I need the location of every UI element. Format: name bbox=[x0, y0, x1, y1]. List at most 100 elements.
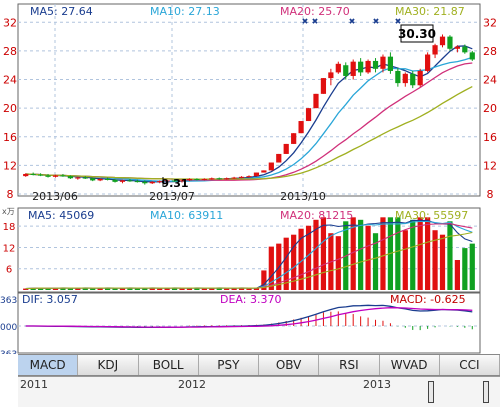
navigator-left-handle[interactable] bbox=[428, 381, 434, 403]
volume-bar bbox=[268, 246, 274, 290]
candle-body bbox=[447, 36, 453, 49]
tab-cci[interactable]: CCI bbox=[439, 355, 500, 375]
macd-tick: 363 bbox=[0, 350, 17, 354]
candle-body bbox=[171, 180, 178, 182]
candle-body bbox=[313, 93, 319, 109]
volume-bar bbox=[417, 217, 423, 290]
volume-bar bbox=[119, 288, 126, 290]
candle-body bbox=[380, 56, 386, 69]
tab-kdj[interactable]: KDJ bbox=[78, 355, 139, 375]
volume-bar bbox=[90, 288, 96, 290]
tab-psy[interactable]: PSY bbox=[198, 355, 259, 375]
volume-bar bbox=[358, 219, 364, 290]
candle-body bbox=[417, 70, 423, 86]
price-legend: MA5: 27.64 MA10: 27.13 MA20: 25.70 MA30: 21… bbox=[30, 5, 465, 18]
candle-body bbox=[179, 180, 185, 182]
volume-bar bbox=[52, 288, 59, 290]
time-navigator[interactable]: 2011 2012 2013 bbox=[18, 376, 500, 407]
volume-bar bbox=[201, 288, 207, 290]
price-y-axis: 32 32 28 28 24 24 20 20 16 16 12 12 8 8 bbox=[3, 16, 497, 201]
event-marker-icon: ✖ bbox=[373, 17, 380, 26]
volume-ma-line bbox=[25, 231, 473, 290]
event-marker-icon: ✖ bbox=[349, 17, 356, 26]
candle-body bbox=[238, 176, 245, 178]
volume-bar bbox=[454, 260, 460, 290]
candle-body bbox=[231, 177, 237, 179]
volume-tick: 18 bbox=[3, 222, 16, 233]
volume-bar bbox=[425, 217, 431, 290]
volume-bar bbox=[462, 248, 468, 290]
y-tick-left: 20 bbox=[3, 102, 17, 115]
volume-legend-item: MA20: 81215 bbox=[280, 209, 353, 222]
volume-unit: x万 bbox=[2, 207, 15, 216]
volume-bar bbox=[67, 288, 73, 290]
volume-bar bbox=[216, 287, 222, 290]
tab-rsi[interactable]: RSI bbox=[319, 355, 380, 375]
price-legend-item: MA30: 21.87 bbox=[395, 5, 465, 18]
volume-bar bbox=[104, 287, 111, 290]
macd-panel: 363 000 363 DIF: 3.057 DEA: 3.370 MACD: -0… bbox=[0, 292, 481, 354]
candle-body bbox=[395, 70, 401, 84]
candle-body bbox=[45, 175, 51, 177]
candle-body bbox=[142, 181, 148, 184]
volume-bar bbox=[231, 288, 237, 290]
tab-obv[interactable]: OBV bbox=[259, 355, 320, 375]
macd-legend-item: DIF: 3.057 bbox=[22, 293, 78, 306]
volume-bar bbox=[253, 288, 260, 290]
volume-bar bbox=[313, 219, 319, 290]
volume-bar bbox=[372, 233, 379, 290]
candle-body bbox=[358, 61, 364, 73]
volume-bar bbox=[97, 288, 103, 290]
volume-legend: MA5: 45069 MA10: 63911 MA20: 81215 MA30: 55… bbox=[28, 209, 468, 222]
x-date-label: 2013/10 bbox=[280, 190, 326, 203]
volume-bar bbox=[30, 288, 36, 290]
volume-bar bbox=[23, 288, 29, 290]
volume-bar bbox=[171, 287, 178, 290]
candle-body bbox=[432, 45, 438, 55]
tab-boll[interactable]: BOLL bbox=[138, 355, 199, 375]
volume-legend-item: MA30: 55597 bbox=[395, 209, 468, 222]
candle-body bbox=[283, 143, 289, 154]
navigator-year-label: 2013 bbox=[363, 378, 391, 391]
candle-body bbox=[127, 180, 133, 182]
candle-body bbox=[298, 121, 304, 134]
navigator-year-label: 2012 bbox=[178, 378, 206, 391]
y-tick-left: 24 bbox=[3, 74, 17, 87]
y-tick-right: 8 bbox=[487, 188, 494, 201]
candle-body bbox=[261, 170, 267, 173]
volume-bar bbox=[82, 287, 88, 290]
macd-legend: DIF: 3.057 DEA: 3.370 MACD: -0.625 bbox=[22, 293, 466, 306]
volume-bar bbox=[45, 288, 51, 290]
volume-bar bbox=[335, 236, 341, 290]
volume-bar bbox=[224, 288, 230, 290]
candle-body bbox=[164, 180, 170, 182]
volume-bar bbox=[432, 230, 438, 290]
volume-legend-item: MA10: 63911 bbox=[150, 209, 223, 222]
volume-bar bbox=[380, 217, 386, 290]
high-marker: 30.30 bbox=[398, 24, 436, 43]
candle-body bbox=[439, 36, 446, 46]
macd-tick: 000 bbox=[0, 323, 17, 333]
candle-body bbox=[23, 173, 29, 177]
volume-bar bbox=[291, 234, 297, 290]
volume-bar bbox=[38, 287, 44, 290]
tab-macd[interactable]: MACD bbox=[18, 355, 79, 375]
candle-body bbox=[454, 46, 460, 49]
candle-body bbox=[305, 108, 312, 122]
volume-bar bbox=[410, 219, 416, 290]
candle-body bbox=[134, 181, 140, 183]
volume-bar bbox=[112, 288, 118, 290]
price-legend-item: MA10: 27.13 bbox=[150, 5, 220, 18]
navigator-right-handle[interactable] bbox=[483, 381, 489, 403]
volume-bar bbox=[365, 225, 371, 290]
tab-wvad[interactable]: WVAD bbox=[379, 355, 440, 375]
candle-body bbox=[216, 178, 222, 180]
macd-legend-item: DEA: 3.370 bbox=[220, 293, 281, 306]
x-date-label: 2013/07 bbox=[149, 190, 195, 203]
candle-body bbox=[276, 153, 282, 163]
candle-body bbox=[320, 78, 327, 94]
volume-bar bbox=[157, 288, 163, 290]
candle-body bbox=[253, 172, 260, 177]
